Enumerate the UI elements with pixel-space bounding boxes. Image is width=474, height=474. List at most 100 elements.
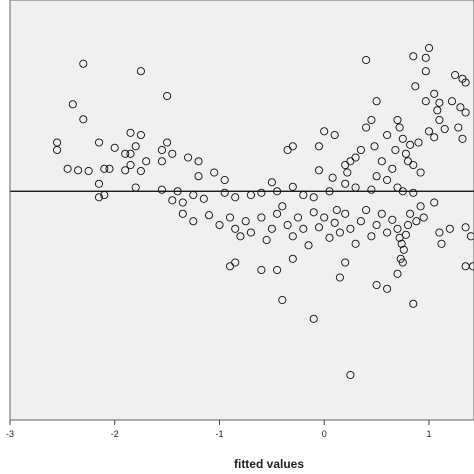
data-point xyxy=(372,280,381,290)
data-point xyxy=(335,273,344,282)
data-point xyxy=(393,183,402,192)
data-point xyxy=(157,145,166,155)
data-point xyxy=(157,157,166,166)
data-point xyxy=(362,205,371,215)
data-point xyxy=(309,314,318,323)
data-point xyxy=(257,188,266,197)
data-point xyxy=(320,127,329,136)
data-point xyxy=(451,70,460,80)
data-point xyxy=(94,179,104,188)
data-point xyxy=(231,258,240,267)
data-point xyxy=(419,213,428,222)
data-point xyxy=(225,262,235,271)
data-point xyxy=(136,130,145,140)
data-point xyxy=(403,220,413,230)
data-point xyxy=(278,202,287,211)
data-point xyxy=(126,149,135,158)
data-point xyxy=(220,188,229,197)
data-point xyxy=(246,190,255,200)
data-point xyxy=(398,187,407,196)
data-point xyxy=(126,128,135,137)
data-point xyxy=(393,269,402,278)
data-point xyxy=(383,228,392,237)
data-point xyxy=(424,43,434,53)
data-point xyxy=(94,138,104,147)
data-point xyxy=(189,217,198,226)
data-point xyxy=(288,182,297,191)
data-point xyxy=(314,142,324,151)
data-point xyxy=(421,67,430,76)
data-point xyxy=(403,157,413,166)
data-point xyxy=(454,123,463,132)
data-point xyxy=(395,123,404,132)
data-point xyxy=(100,164,109,173)
data-point xyxy=(121,166,130,175)
data-point xyxy=(440,124,449,134)
data-point xyxy=(330,218,339,227)
data-point xyxy=(437,239,446,248)
data-point xyxy=(293,213,303,222)
data-point xyxy=(372,172,381,181)
data-point xyxy=(325,187,334,196)
data-point xyxy=(343,168,352,177)
data-point xyxy=(283,220,292,230)
data-point xyxy=(173,187,182,196)
data-point xyxy=(63,164,72,173)
data-point xyxy=(278,295,287,305)
data-point xyxy=(184,153,193,162)
data-point xyxy=(341,258,350,267)
data-point xyxy=(288,232,297,241)
data-point xyxy=(288,254,297,263)
data-point xyxy=(53,145,62,155)
data-point xyxy=(435,98,444,107)
data-point xyxy=(468,262,474,271)
data-point xyxy=(458,134,467,143)
data-point xyxy=(372,97,381,106)
data-point xyxy=(401,149,410,158)
data-point xyxy=(304,241,313,250)
data-point xyxy=(412,217,421,226)
data-point xyxy=(210,168,219,177)
data-point xyxy=(397,239,406,248)
data-point xyxy=(424,127,434,136)
x-tick-label: -1 xyxy=(215,429,223,439)
data-point xyxy=(257,265,266,275)
data-point xyxy=(68,100,77,109)
data-point xyxy=(142,157,151,166)
data-point xyxy=(273,265,282,275)
data-point xyxy=(131,183,140,192)
data-point xyxy=(351,153,360,162)
data-point xyxy=(416,202,425,211)
data-point xyxy=(273,209,282,218)
data-point xyxy=(461,78,470,87)
data-point xyxy=(136,166,145,176)
data-point xyxy=(399,245,408,254)
data-point xyxy=(246,228,255,237)
data-point xyxy=(178,198,187,207)
data-point xyxy=(346,157,355,166)
data-point xyxy=(273,187,282,196)
data-point xyxy=(447,97,457,106)
data-point xyxy=(163,138,172,147)
data-point xyxy=(430,198,439,207)
data-point xyxy=(461,108,470,117)
data-point xyxy=(456,103,465,112)
data-point xyxy=(406,140,415,149)
data-point xyxy=(409,188,418,197)
x-tick-label: -2 xyxy=(111,429,119,439)
data-point xyxy=(433,106,442,115)
x-tick-label: -3 xyxy=(6,429,14,439)
data-point xyxy=(236,232,245,241)
x-axis: -3 -2 -1 0 1 xyxy=(6,420,431,439)
data-point xyxy=(398,134,407,143)
data-point xyxy=(163,91,172,101)
data-point xyxy=(231,224,240,233)
data-point xyxy=(168,149,177,158)
data-point xyxy=(421,97,430,106)
data-point xyxy=(377,209,386,218)
data-point xyxy=(351,183,360,192)
data-point xyxy=(346,370,355,380)
data-point xyxy=(367,115,376,125)
data-point xyxy=(421,53,430,62)
data-point xyxy=(356,145,365,155)
